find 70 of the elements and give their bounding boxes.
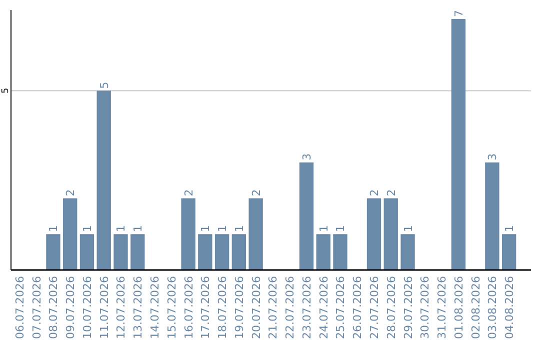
bar bbox=[299, 162, 314, 270]
bar bbox=[181, 198, 196, 270]
bar bbox=[485, 162, 500, 270]
x-tick-label: 13.07.2026 bbox=[132, 276, 145, 339]
x-tick-label: 23.07.2026 bbox=[300, 276, 314, 339]
data-label: 1 bbox=[503, 225, 516, 232]
bar bbox=[80, 234, 94, 270]
x-tick-label: 15.07.2026 bbox=[165, 276, 178, 339]
x-tick-label: 04.08.2026 bbox=[503, 276, 516, 339]
x-tick-label: 09.07.2026 bbox=[64, 276, 78, 339]
x-tick-label: 03.08.2026 bbox=[486, 276, 500, 339]
data-label: 5 bbox=[98, 82, 111, 89]
x-tick-label: 28.07.2026 bbox=[384, 276, 398, 339]
x-tick-label: 29.07.2026 bbox=[402, 276, 415, 339]
bar bbox=[232, 234, 246, 270]
bar bbox=[214, 234, 230, 270]
bar bbox=[316, 234, 330, 270]
data-label: 2 bbox=[384, 189, 398, 196]
x-tick-label: 08.07.2026 bbox=[47, 276, 60, 339]
data-label: 2 bbox=[250, 189, 263, 196]
x-tick-label: 06.07.2026 bbox=[13, 276, 26, 339]
bar bbox=[384, 198, 398, 270]
x-tick-label: 01.08.2026 bbox=[452, 276, 466, 339]
x-tick-label: 18.07.2026 bbox=[216, 276, 230, 339]
data-label: 1 bbox=[402, 225, 415, 232]
data-label: 2 bbox=[182, 189, 196, 196]
bar bbox=[198, 234, 212, 270]
data-label: 1 bbox=[334, 225, 348, 232]
bar bbox=[96, 90, 111, 270]
x-tick-label: 31.07.2026 bbox=[436, 276, 449, 339]
data-label: 1 bbox=[232, 225, 246, 232]
x-tick-label: 21.07.2026 bbox=[266, 276, 280, 339]
bar bbox=[248, 198, 263, 270]
data-label: 7 bbox=[452, 10, 466, 17]
data-label: 1 bbox=[80, 225, 94, 232]
x-tick-label: 24.07.2026 bbox=[317, 276, 330, 339]
data-label: 1 bbox=[216, 225, 230, 232]
bar bbox=[114, 234, 128, 270]
bar bbox=[502, 234, 516, 270]
bar bbox=[333, 234, 348, 270]
data-label: 3 bbox=[486, 153, 500, 160]
data-label: 2 bbox=[64, 189, 78, 196]
data-label: 2 bbox=[368, 189, 381, 196]
bar bbox=[130, 234, 145, 270]
x-tick-label: 25.07.2026 bbox=[334, 276, 348, 339]
x-tick-label: 07.07.2026 bbox=[30, 276, 44, 339]
data-label: 1 bbox=[47, 225, 60, 232]
x-tick-label: 30.07.2026 bbox=[418, 276, 432, 339]
data-label: 1 bbox=[114, 225, 128, 232]
x-tick-label: 12.07.2026 bbox=[114, 276, 128, 339]
bar bbox=[400, 234, 415, 270]
bar bbox=[63, 198, 78, 270]
x-tick-label: 14.07.2026 bbox=[148, 276, 162, 339]
bar bbox=[451, 18, 466, 270]
bar bbox=[46, 234, 60, 270]
x-tick-label: 11.07.2026 bbox=[98, 276, 111, 339]
x-tick-label: 20.07.2026 bbox=[250, 276, 263, 339]
data-label: 1 bbox=[132, 225, 145, 232]
x-tick-label: 16.07.2026 bbox=[182, 276, 196, 339]
data-label: 1 bbox=[317, 225, 330, 232]
x-tick-label: 27.07.2026 bbox=[368, 276, 381, 339]
x-tick-label: 17.07.2026 bbox=[199, 276, 212, 339]
data-label: 1 bbox=[199, 225, 212, 232]
x-tick-label: 22.07.2026 bbox=[284, 276, 297, 339]
x-tick-label: 02.08.2026 bbox=[469, 276, 482, 339]
bar bbox=[366, 198, 382, 270]
data-label: 3 bbox=[300, 153, 314, 160]
x-tick-label: 19.07.2026 bbox=[232, 276, 246, 339]
x-tick-label: 26.07.2026 bbox=[351, 276, 364, 339]
x-tick-label: 10.07.2026 bbox=[80, 276, 94, 339]
